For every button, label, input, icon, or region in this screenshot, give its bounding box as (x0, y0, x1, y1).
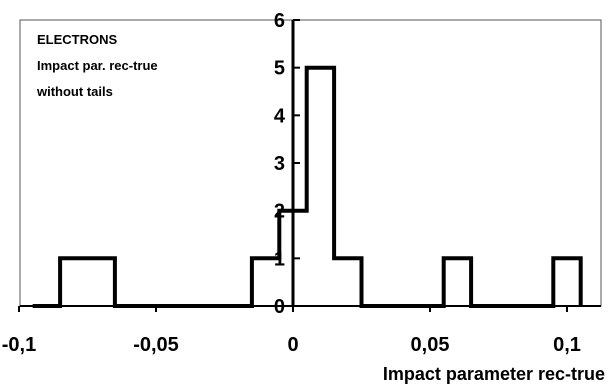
x-tick-label: 0,05 (411, 334, 450, 356)
x-tick-label: 0 (287, 334, 298, 356)
y-tick-label: 5 (274, 58, 285, 80)
y-tick-label: 4 (274, 105, 286, 127)
y-tick-label: 3 (274, 153, 285, 175)
y-tick-label: 6 (274, 10, 285, 32)
x-tick-label: 0,1 (553, 334, 581, 356)
series-step-line (32, 65, 583, 308)
annotation-line-2: Impact par. rec-true (37, 58, 158, 73)
annotation-line-1: ELECTRONS (37, 32, 118, 47)
x-ticks: -0,1 -0,05 0 0,05 0,1 (2, 306, 581, 356)
x-tick-label: -0,05 (133, 334, 179, 356)
y-tick-label: 0 (274, 296, 285, 318)
x-axis-label: Impact parameter rec-true (383, 364, 605, 384)
x-tick-label: -0,1 (2, 334, 36, 356)
annotation-line-3: without tails (36, 84, 113, 99)
annotation-block: ELECTRONS Impact par. rec-true without t… (36, 32, 158, 99)
